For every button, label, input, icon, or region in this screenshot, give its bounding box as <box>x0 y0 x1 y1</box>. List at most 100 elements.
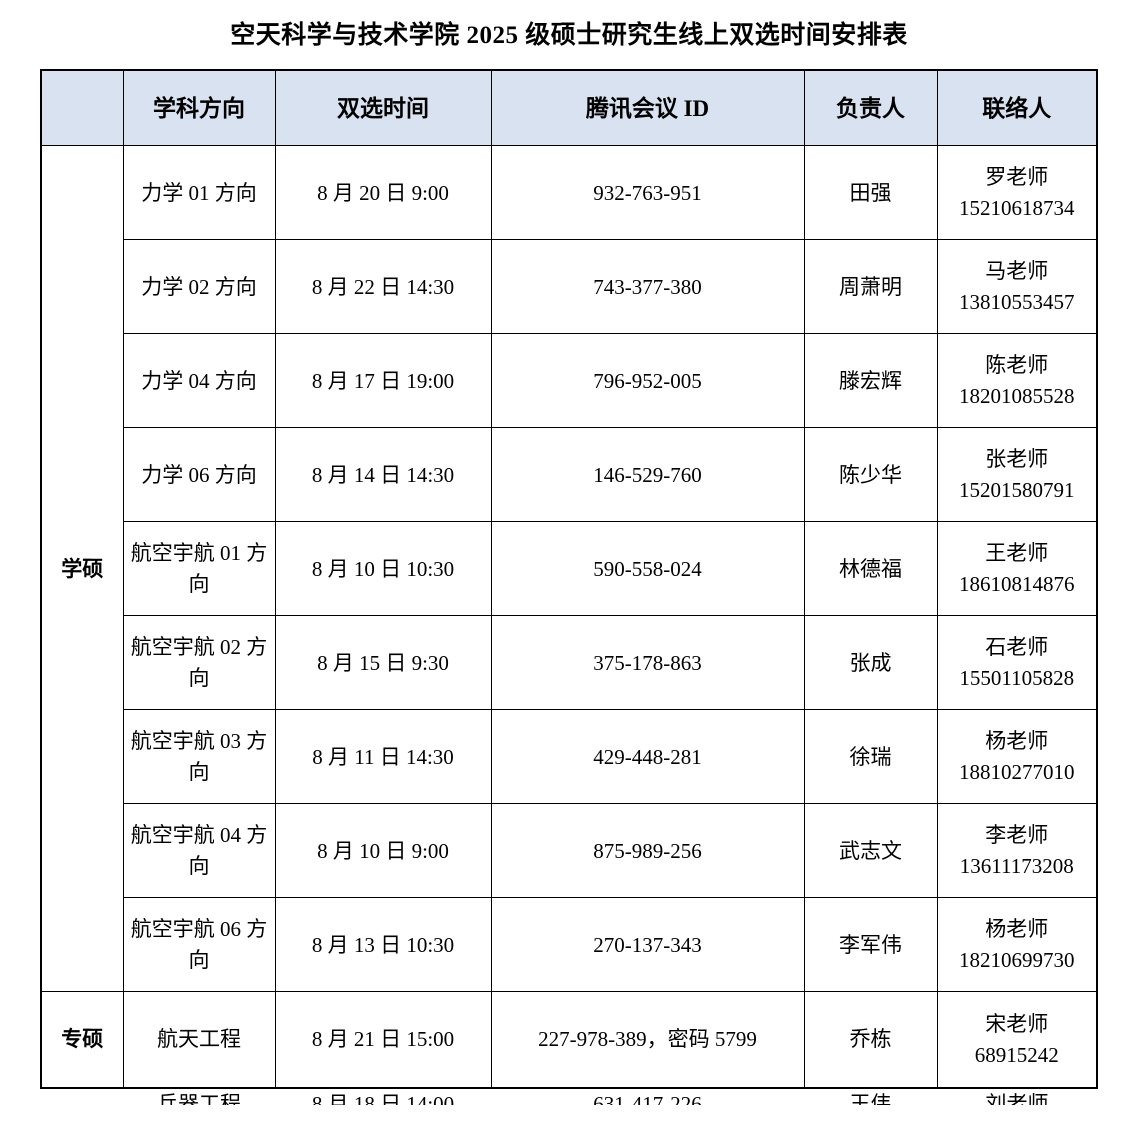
selection-time-cell: 8 月 11 日 14:30 <box>274 709 492 805</box>
clipped-next-row: 兵器工程 8 月 18 日 14:00 631-417-226 王伟 刘老师 <box>41 1089 1097 1105</box>
leader-name-cell: 徐瑞 <box>803 709 938 805</box>
selection-time-cell: 8 月 21 日 15:00 <box>274 991 492 1089</box>
contact-person-phone: 15501105828 <box>959 665 1075 690</box>
contact-person-name: 杨老师 <box>985 729 1049 754</box>
table-row: 航空宇航 01 方向 8 月 10 日 10:30 590-558-024 林德福 王老… <box>41 521 1098 617</box>
table-row: 学硕 力学 01 方向 8 月 20 日 9:00 932-763-951 田强 罗老师 1… <box>40 145 1098 993</box>
contact-person-cell: 张老师 15201580791 <box>936 427 1098 523</box>
meeting-id-cell: 146-529-760 <box>490 427 805 523</box>
contact-person-name: 陈老师 <box>985 353 1049 378</box>
meeting-id-cell: 875-989-256 <box>490 803 805 899</box>
selection-time-cell: 8 月 10 日 9:00 <box>274 803 492 899</box>
research-field-cell: 力学 06 方向 <box>122 427 276 523</box>
clipped-cell-contact: 刘老师 <box>985 1091 1049 1105</box>
research-field-cell: 航空宇航 03 方向 <box>122 709 276 805</box>
page-title: 空天科学与技术学院 2025 级硕士研究生线上双选时间安排表 <box>230 22 908 49</box>
meeting-id-cell: 932-763-951 <box>490 145 805 241</box>
contact-person-phone: 13611173208 <box>959 853 1074 878</box>
table-body: 学硕 力学 01 方向 8 月 20 日 9:00 932-763-951 田强 罗老师 1… <box>40 145 1098 1089</box>
contact-person-name: 李老师 <box>985 823 1049 848</box>
table-row: 力学 04 方向 8 月 17 日 19:00 796-952-005 滕宏辉 陈老师 1… <box>41 333 1098 429</box>
contact-person-name: 石老师 <box>985 635 1049 660</box>
column-header-contact: 联络人 <box>936 69 1098 147</box>
leader-name-cell: 田强 <box>803 145 938 241</box>
degree-level-cell: 学硕 <box>40 145 124 993</box>
table-row: 航空宇航 06 方向 8 月 13 日 10:30 270-137-343 李军伟 杨老… <box>41 897 1098 993</box>
leader-name-cell: 武志文 <box>803 803 938 899</box>
leader-name-cell: 滕宏辉 <box>803 333 938 429</box>
contact-person-name: 张老师 <box>985 447 1049 472</box>
degree-level-cell: 专硕 <box>40 991 124 1089</box>
contact-person-cell: 陈老师 18201085528 <box>936 333 1098 429</box>
selection-time-cell: 8 月 20 日 9:00 <box>274 145 492 241</box>
selection-time-cell: 8 月 13 日 10:30 <box>274 897 492 993</box>
meeting-id-cell: 227-978-389，密码 5799 <box>490 991 805 1089</box>
selection-time-cell: 8 月 14 日 14:30 <box>274 427 492 523</box>
contact-person-cell: 石老师 15501105828 <box>936 615 1098 711</box>
meeting-id-cell: 270-137-343 <box>490 897 805 993</box>
leader-name-cell: 乔栋 <box>803 991 938 1089</box>
leader-name-cell: 林德福 <box>803 521 938 617</box>
contact-person-phone: 13810553457 <box>959 289 1075 314</box>
research-field-cell: 航空宇航 02 方向 <box>122 615 276 711</box>
contact-person-cell: 马老师 13810553457 <box>936 239 1098 335</box>
selection-time-cell: 8 月 15 日 9:30 <box>274 615 492 711</box>
research-field-cell: 航空宇航 06 方向 <box>122 897 276 993</box>
table-row: 力学 06 方向 8 月 14 日 14:30 146-529-760 陈少华 张老师 1… <box>41 427 1098 523</box>
table-row: 专硕 航天工程 8 月 21 日 15:00 227-978-389，密码 5799 乔… <box>40 991 1098 1089</box>
selection-time-cell: 8 月 22 日 14:30 <box>274 239 492 335</box>
research-field-cell: 航空宇航 01 方向 <box>122 521 276 617</box>
contact-person-name: 王老师 <box>985 541 1049 566</box>
leader-name-cell: 张成 <box>803 615 938 711</box>
clipped-cell-leader: 王伟 <box>849 1091 892 1105</box>
column-header-leader: 负责人 <box>803 69 938 147</box>
meeting-id-cell: 743-377-380 <box>490 239 805 335</box>
table-row: 航空宇航 04 方向 8 月 10 日 9:00 875-989-256 武志文 李老师… <box>41 803 1098 899</box>
contact-person-name: 杨老师 <box>985 917 1049 942</box>
clipped-cell-field: 兵器工程 <box>157 1091 241 1105</box>
table-row: 航空宇航 02 方向 8 月 15 日 9:30 375-178-863 张成 石老师 1… <box>41 615 1098 711</box>
column-header-level <box>40 69 124 147</box>
contact-person-phone: 15210618734 <box>959 195 1075 220</box>
contact-person-cell: 王老师 18610814876 <box>936 521 1098 617</box>
meeting-id-cell: 590-558-024 <box>490 521 805 617</box>
table-header: 学科方向 双选时间 腾讯会议 ID 负责人 联络人 <box>40 69 1098 147</box>
meeting-id-cell: 429-448-281 <box>490 709 805 805</box>
research-field-cell: 力学 02 方向 <box>122 239 276 335</box>
selection-time-cell: 8 月 10 日 10:30 <box>274 521 492 617</box>
contact-person-phone: 15201580791 <box>959 477 1075 502</box>
contact-person-cell: 杨老师 18210699730 <box>936 897 1098 993</box>
research-field-cell: 力学 01 方向 <box>122 145 276 241</box>
column-header-meeting: 腾讯会议 ID <box>490 69 805 147</box>
contact-person-name: 罗老师 <box>985 165 1049 190</box>
contact-person-phone: 18810277010 <box>959 759 1075 784</box>
research-field-cell: 航天工程 <box>122 991 276 1089</box>
meeting-id-cell: 796-952-005 <box>490 333 805 429</box>
schedule-table: 学科方向 双选时间 腾讯会议 ID 负责人 联络人 学硕 力学 01 方向 8 月 … <box>40 69 1098 1089</box>
contact-person-cell: 宋老师 68915242 <box>936 991 1098 1089</box>
contact-person-phone: 18210699730 <box>959 947 1075 972</box>
clipped-cell-meeting: 631-417-226 <box>593 1091 702 1105</box>
leader-name-cell: 李军伟 <box>803 897 938 993</box>
contact-person-phone: 68915242 <box>974 1042 1059 1067</box>
table-row: 航空宇航 03 方向 8 月 11 日 14:30 429-448-281 徐瑞 杨老师… <box>41 709 1098 805</box>
clipped-cell-time: 8 月 18 日 14:00 <box>311 1091 455 1105</box>
contact-person-name: 宋老师 <box>985 1012 1049 1037</box>
research-field-cell: 航空宇航 04 方向 <box>122 803 276 899</box>
contact-person-phone: 18201085528 <box>959 383 1075 408</box>
column-header-field: 学科方向 <box>122 69 276 147</box>
column-header-time: 双选时间 <box>274 69 492 147</box>
contact-person-name: 马老师 <box>985 259 1049 284</box>
table-header-row: 学科方向 双选时间 腾讯会议 ID 负责人 联络人 <box>40 69 1098 147</box>
research-field-cell: 力学 04 方向 <box>122 333 276 429</box>
contact-person-phone: 18610814876 <box>959 571 1075 596</box>
contact-person-cell: 杨老师 18810277010 <box>936 709 1098 805</box>
contact-person-cell: 李老师 13611173208 <box>936 803 1098 899</box>
selection-time-cell: 8 月 17 日 19:00 <box>274 333 492 429</box>
contact-person-cell: 罗老师 15210618734 <box>936 145 1098 241</box>
table-row: 力学 02 方向 8 月 22 日 14:30 743-377-380 周萧明 马老师 1… <box>41 239 1098 335</box>
leader-name-cell: 周萧明 <box>803 239 938 335</box>
meeting-id-cell: 375-178-863 <box>490 615 805 711</box>
clipped-cell-level <box>41 1089 123 1105</box>
